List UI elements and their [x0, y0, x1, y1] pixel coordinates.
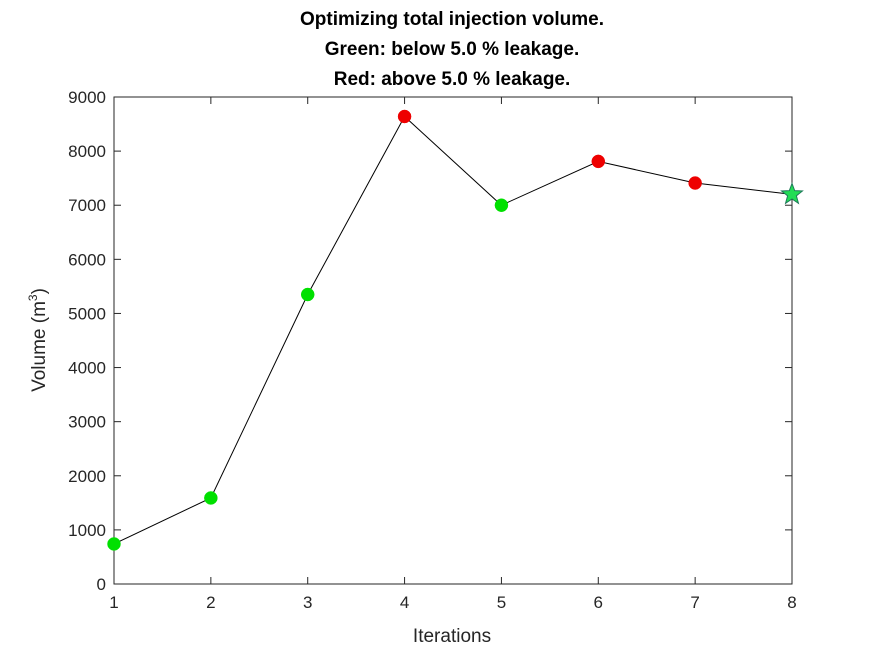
y-tick-label: 3000 [68, 413, 106, 432]
x-tick-label: 5 [497, 593, 506, 612]
y-axis-label-close: ) [29, 288, 50, 294]
series-line [113, 115, 793, 545]
x-axis-ticks: 1 2 3 4 5 6 7 8 [109, 97, 797, 612]
x-tick-label: 1 [109, 593, 118, 612]
y-tick-label: 8000 [68, 142, 106, 161]
y-tick-label: 7000 [68, 196, 106, 215]
point-marker-above [688, 176, 702, 190]
point-marker-below [204, 491, 218, 505]
y-axis-label: Volume (m3) [26, 288, 50, 392]
x-tick-label: 3 [303, 593, 312, 612]
y-tick-label: 5000 [68, 304, 106, 323]
plot-frame [113, 96, 793, 585]
y-axis-label-base: Volume (m [29, 301, 50, 392]
title-line-1: Optimizing total injection volume. [300, 9, 604, 30]
point-marker-above [397, 109, 412, 124]
x-tick-label: 6 [594, 593, 603, 612]
title-line-2: Green: below 5.0 % leakage. [325, 39, 580, 60]
series-volume [107, 109, 804, 551]
x-tick-label: 7 [690, 593, 699, 612]
y-tick-label: 1000 [68, 521, 106, 540]
x-tick-label: 4 [400, 593, 409, 612]
point-marker-below [107, 537, 121, 551]
y-axis-label-superscript: 3 [26, 294, 40, 301]
y-tick-label: 0 [97, 575, 106, 594]
y-tick-label: 9000 [68, 88, 106, 107]
y-axis-ticks: 0 1000 2000 3000 4000 5000 6000 7000 8000 9000 [68, 88, 792, 594]
y-tick-label: 6000 [68, 250, 106, 269]
chart-title: Optimizing total injection volume. Green… [300, 9, 604, 90]
title-line-3: Red: above 5.0 % leakage. [334, 69, 571, 90]
x-axis-label: Iterations [413, 626, 491, 647]
point-marker-above [591, 154, 606, 169]
x-tick-label: 8 [787, 593, 796, 612]
y-tick-label: 2000 [68, 467, 106, 486]
point-marker-below [494, 198, 509, 212]
point-marker-below [300, 287, 315, 302]
y-tick-label: 4000 [68, 359, 106, 378]
x-tick-label: 2 [206, 593, 215, 612]
final-star-marker [780, 181, 804, 205]
